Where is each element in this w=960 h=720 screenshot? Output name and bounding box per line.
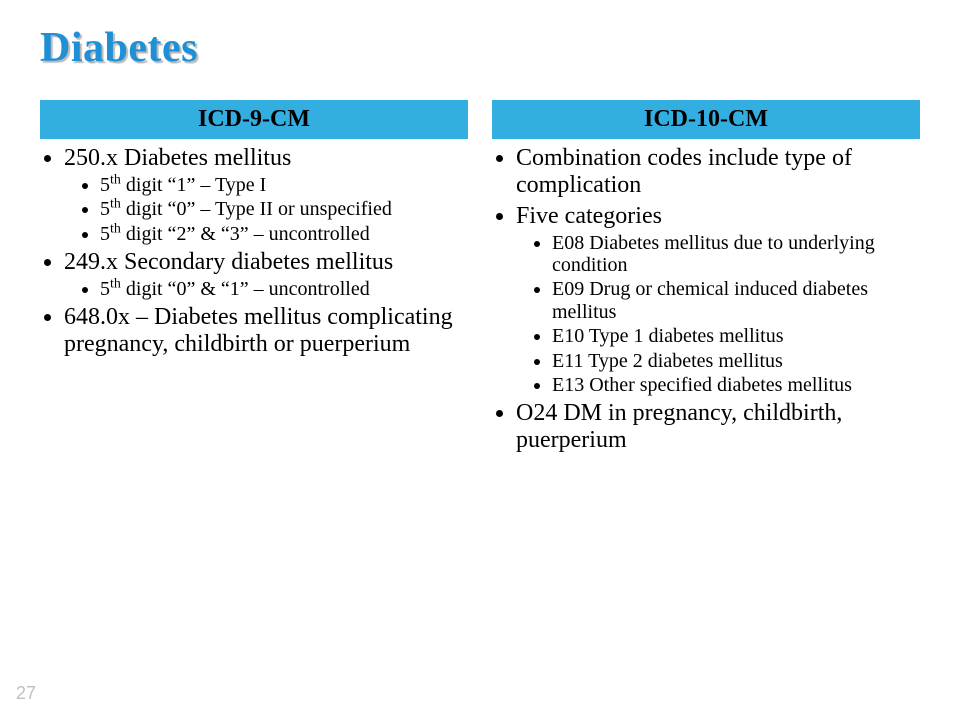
sub-list-item: 5th digit “0” & “1” – uncontrolled: [100, 278, 468, 300]
sub-list-item: E10 Type 1 diabetes mellitus: [552, 325, 920, 347]
sub-list-item: 5th digit “2” & “3” – uncontrolled: [100, 223, 468, 245]
list-item: O24 DM in pregnancy, childbirth, puerper…: [516, 400, 920, 454]
sub-list-item: E13 Other specified diabetes mellitus: [552, 374, 920, 396]
sub-list-item: E08 Diabetes mellitus due to underlying …: [552, 232, 920, 277]
sub-list: 5th digit “0” & “1” – uncontrolled: [64, 278, 468, 300]
sub-list: E08 Diabetes mellitus due to underlying …: [516, 232, 920, 397]
right-column-header: ICD-10-CM: [492, 100, 920, 139]
two-column-layout: ICD-9-CM 250.x Diabetes mellitus5th digi…: [40, 100, 920, 454]
list-item: 648.0x – Diabetes mellitus complicating …: [64, 304, 468, 358]
left-column-header: ICD-9-CM: [40, 100, 468, 139]
left-column: ICD-9-CM 250.x Diabetes mellitus5th digi…: [40, 100, 468, 454]
sub-list-item: 5th digit “0” – Type II or unspecified: [100, 198, 468, 220]
sub-list-item: 5th digit “1” – Type I: [100, 174, 468, 196]
sub-list: 5th digit “1” – Type I5th digit “0” – Ty…: [64, 174, 468, 245]
sub-list-item: E11 Type 2 diabetes mellitus: [552, 350, 920, 372]
list-item: 250.x Diabetes mellitus: [64, 145, 468, 172]
right-bullet-list: Combination codes include type of compli…: [492, 145, 920, 454]
slide-title: Diabetes: [40, 24, 920, 72]
list-item: Combination codes include type of compli…: [516, 145, 920, 199]
list-item: Five categories: [516, 203, 920, 230]
list-item: 249.x Secondary diabetes mellitus: [64, 249, 468, 276]
right-column: ICD-10-CM Combination codes include type…: [492, 100, 920, 454]
page-number: 27: [16, 683, 36, 704]
left-bullet-list: 250.x Diabetes mellitus5th digit “1” – T…: [40, 145, 468, 358]
sub-list-item: E09 Drug or chemical induced diabetes me…: [552, 278, 920, 323]
